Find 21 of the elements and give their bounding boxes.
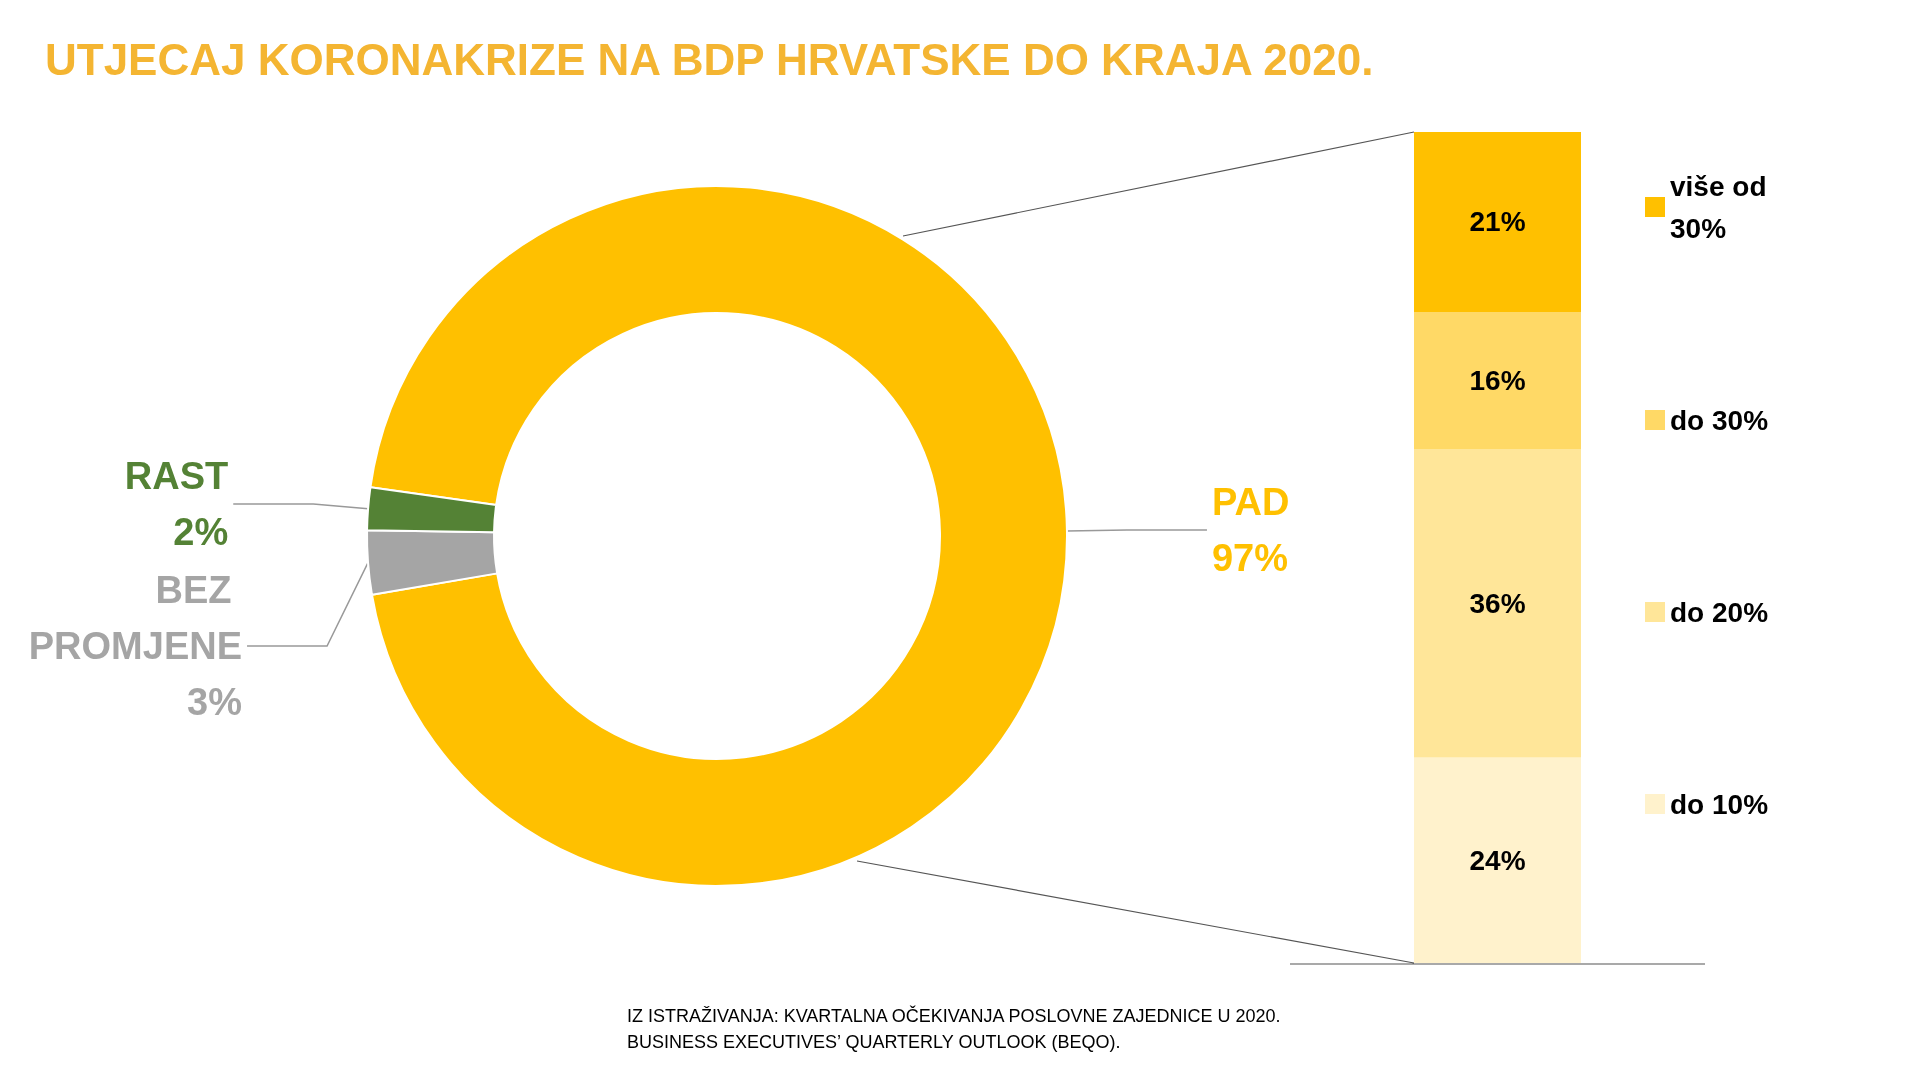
slice-label: BEZ PROMJENE [28,569,243,668]
bar [1414,757,1581,963]
data-label: 16% [1469,364,1526,396]
legend-label: do 10% [1670,788,1769,820]
data-label: 3% [187,681,243,724]
data-label: 2% [173,511,229,554]
bar [1414,132,1581,312]
data-label: 21% [1469,206,1526,238]
bar [1414,311,1581,449]
slice-label: PAD [1211,481,1290,524]
chart-title: UTJECAJ KORONAKRIZE NA BDP HRVATSKE DO KRAJA 2020. [45,34,1374,84]
legend-label: do 30% [1670,404,1769,436]
legend-label: više od 30% [1670,170,1775,244]
text: IZ ISTRAŽIVANJA: KVARTALNA OČEKIVANJA POSLOVNE ZAJEDNICE U 2020. [627,1005,1281,1026]
data-label: 97% [1211,537,1289,580]
legend-label: do 20% [1670,596,1769,628]
text: BUSINESS EXECUTIVES’ QUARTERLY OUTLOOK (BEQO). [627,1032,1121,1052]
slice-label: RAST [124,455,229,498]
data-label: 36% [1469,587,1526,619]
bar [1414,448,1581,758]
data-label: 24% [1469,844,1526,876]
